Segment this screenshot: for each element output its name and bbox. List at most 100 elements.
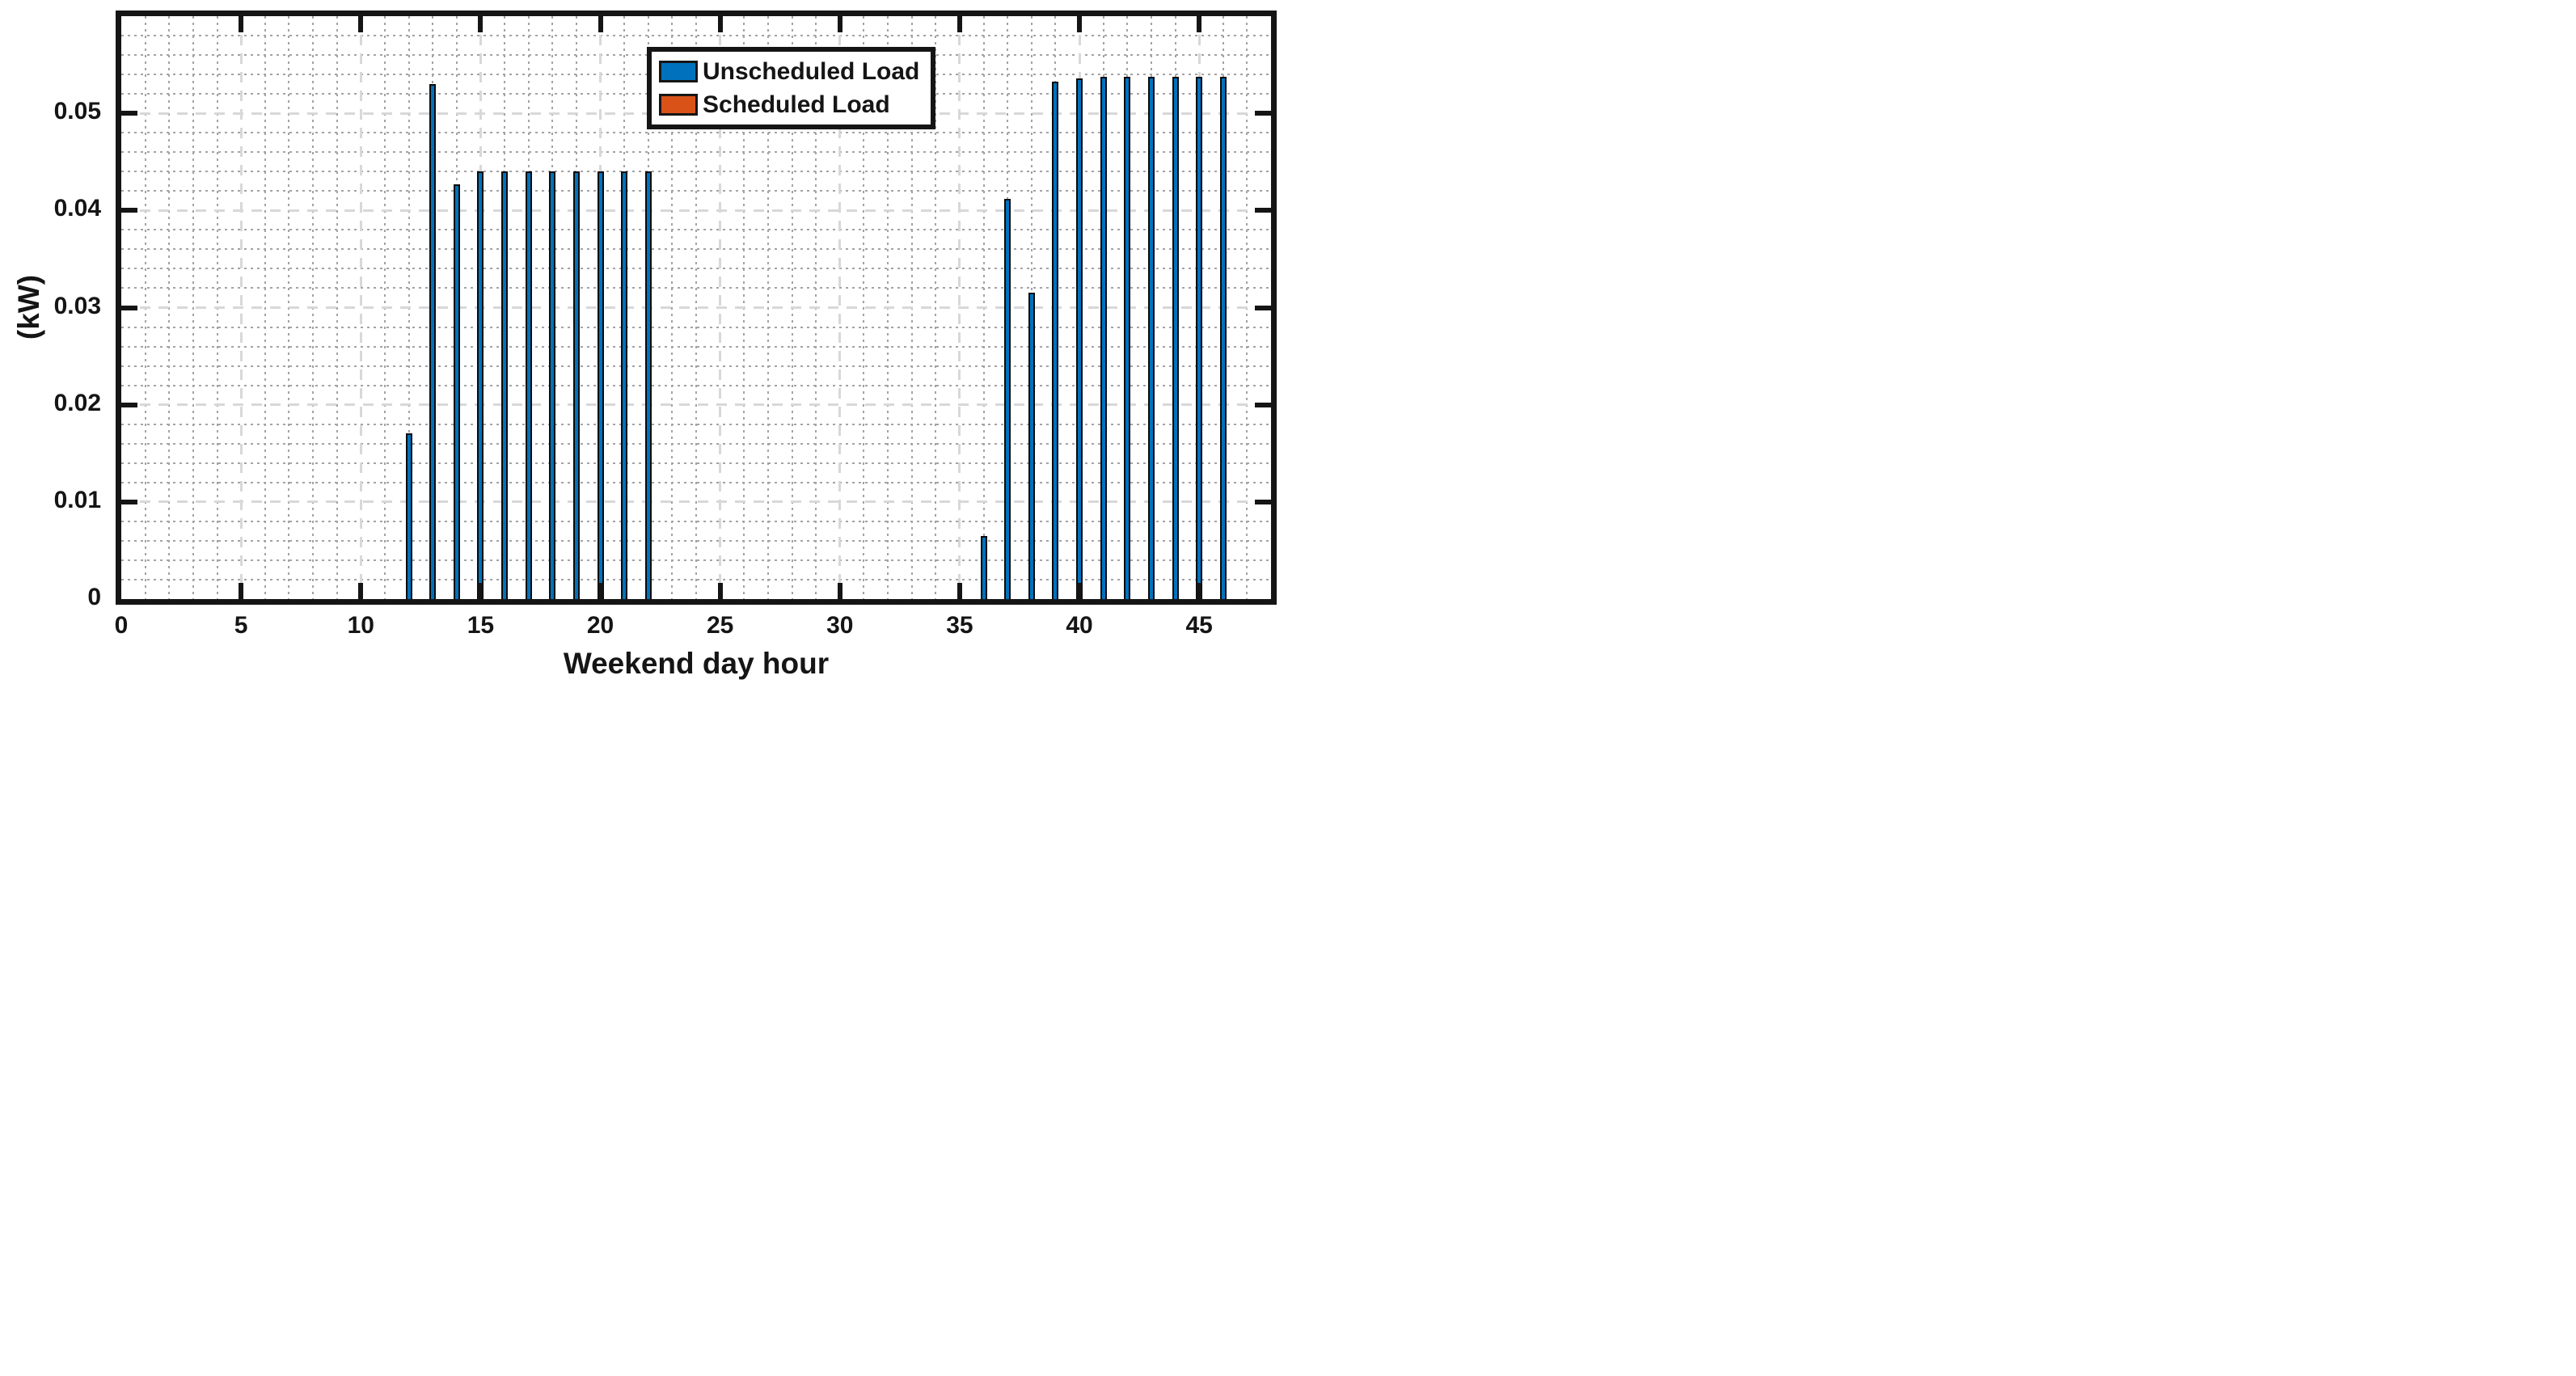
grid-minor-hline	[121, 423, 1271, 425]
grid-major-hline	[121, 306, 1271, 309]
grid-minor-hline	[121, 151, 1271, 154]
bar-unscheduled-hour-46	[1219, 76, 1227, 599]
bar-unscheduled-hour-44	[1172, 76, 1179, 599]
grid-minor-hline	[121, 345, 1271, 348]
x-tick-bottom	[1197, 583, 1202, 599]
bar-unscheduled-hour-37	[1004, 198, 1011, 599]
x-tick-top	[837, 16, 842, 32]
x-tick-label: 5	[234, 612, 248, 639]
x-tick-bottom	[358, 583, 364, 599]
bar-unscheduled-hour-17	[525, 171, 532, 599]
y-tick-right	[1255, 402, 1271, 407]
x-tick-bottom	[717, 583, 723, 599]
grid-minor-hline	[121, 248, 1271, 251]
legend-swatch-unscheduled-icon	[659, 61, 698, 83]
legend-swatch-scheduled-icon	[659, 93, 698, 116]
y-tick-right	[1255, 499, 1271, 504]
bar-unscheduled-hour-36	[980, 535, 987, 599]
grid-minor-hline	[121, 229, 1271, 231]
bar-unscheduled-hour-14	[453, 184, 460, 599]
y-tick-left	[121, 111, 137, 116]
grid-major-hline	[121, 209, 1271, 212]
x-tick-label: 45	[1185, 612, 1213, 639]
x-tick-label: 10	[347, 612, 374, 639]
x-tick-label: 30	[826, 612, 854, 639]
y-tick-label: 0.04	[53, 195, 101, 222]
bar-unscheduled-hour-42	[1124, 76, 1131, 599]
bar-unscheduled-hour-12	[405, 433, 412, 599]
grid-minor-hline	[121, 442, 1271, 445]
plot-area: 0 5 10 15 20 25 30 35 40 45 0 0.01 0.02 0.03 0.04 0.05…	[54, 11, 1277, 639]
bar-unscheduled-hour-22	[644, 171, 652, 599]
y-tick-label: 0.01	[53, 486, 101, 513]
bar-unscheduled-hour-18	[549, 171, 556, 599]
grid-minor-hline	[121, 326, 1271, 328]
y-tick-label: 0	[87, 584, 101, 610]
y-tick-label: 0.02	[53, 389, 101, 416]
x-tick-bottom	[1077, 583, 1082, 599]
x-tick-label: 40	[1066, 612, 1093, 639]
y-axis-label: (kW)	[12, 274, 45, 340]
x-tick-top	[598, 16, 603, 32]
x-tick-bottom	[239, 583, 244, 599]
grid-minor-hline	[121, 462, 1271, 464]
x-tick-bottom	[598, 583, 603, 599]
y-tick-left	[121, 402, 137, 407]
bar-unscheduled-hour-45	[1196, 76, 1203, 599]
y-tick-left	[121, 499, 137, 504]
x-tick-label: 0	[114, 612, 129, 639]
x-tick-top	[1197, 16, 1202, 32]
grid-minor-hline	[121, 481, 1271, 483]
grid-minor-hline	[121, 268, 1271, 270]
x-tick-top	[478, 16, 484, 32]
grid-minor-hline	[121, 287, 1271, 289]
y-tick-right	[1255, 208, 1271, 213]
y-tick-right	[1255, 305, 1271, 310]
grid-minor-hline	[121, 559, 1271, 561]
x-tick-bottom	[956, 583, 962, 599]
bars-layer	[121, 16, 1271, 599]
bar-unscheduled-hour-15	[477, 171, 484, 599]
bar-unscheduled-hour-40	[1076, 78, 1083, 599]
legend: Unscheduled Load Scheduled Load	[647, 47, 936, 129]
bar-unscheduled-hour-43	[1147, 76, 1155, 599]
y-tick-label: 0.05	[53, 98, 101, 125]
grid-major-hline	[121, 500, 1271, 504]
grid-minor-hline	[121, 578, 1271, 580]
y-tick-label: 0.03	[53, 292, 101, 319]
grid-minor-hline	[121, 365, 1271, 367]
x-axis-label: Weekend day hour	[563, 647, 830, 680]
bar-unscheduled-hour-41	[1100, 76, 1107, 599]
legend-label-scheduled: Scheduled Load	[703, 91, 890, 118]
bar-unscheduled-hour-19	[572, 171, 580, 599]
ticks-layer	[121, 16, 1271, 599]
legend-row-scheduled: Scheduled Load	[659, 91, 919, 118]
bar-unscheduled-hour-20	[597, 171, 604, 599]
y-tick-left	[121, 305, 137, 310]
grid-major-hline	[121, 403, 1271, 407]
legend-row-unscheduled: Unscheduled Load	[659, 59, 919, 85]
y-tick-right	[1255, 111, 1271, 116]
bar-unscheduled-hour-39	[1052, 81, 1059, 599]
bar-unscheduled-hour-13	[429, 84, 437, 599]
grid-minor-hline	[121, 190, 1271, 192]
x-tick-label: 15	[467, 612, 495, 639]
grid-minor-hline	[121, 132, 1271, 134]
grid-minor-hline	[121, 35, 1271, 37]
x-tick-top	[717, 16, 723, 32]
x-tick-bottom	[837, 583, 842, 599]
x-tick-top	[1077, 16, 1082, 32]
grid-minor-hline	[121, 171, 1271, 173]
y-tick-left	[121, 208, 137, 213]
legend-label-unscheduled: Unscheduled Load	[703, 58, 920, 85]
bar-unscheduled-hour-21	[621, 171, 628, 599]
grid-minor-hline	[121, 520, 1271, 522]
x-tick-bottom	[478, 583, 484, 599]
x-tick-top	[358, 16, 364, 32]
figure: 0 5 10 15 20 25 30 35 40 45 0 0.01 0.02 0.03 0.04 0.05…	[0, 0, 1288, 688]
x-tick-label: 20	[586, 612, 614, 639]
grid-minor-hline	[121, 384, 1271, 386]
x-tick-label: 35	[946, 612, 973, 639]
x-tick-top	[956, 16, 962, 32]
bar-unscheduled-hour-38	[1028, 293, 1035, 599]
